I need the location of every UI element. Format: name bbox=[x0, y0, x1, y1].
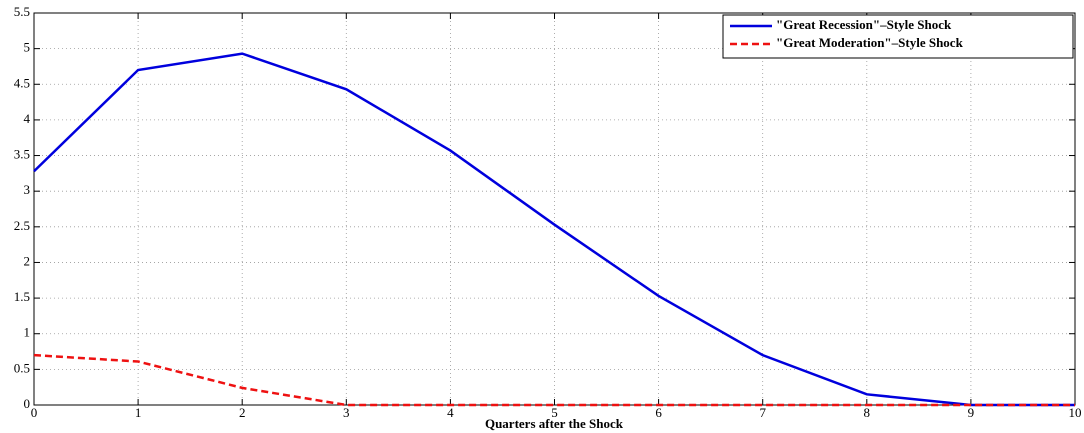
x-tick-label: 8 bbox=[864, 405, 871, 420]
y-tick-label: 0.5 bbox=[14, 360, 30, 375]
y-tick-label: 5 bbox=[24, 40, 31, 55]
x-tick-label: 0 bbox=[31, 405, 38, 420]
y-tick-label: 2.5 bbox=[14, 218, 30, 233]
x-tick-label: 7 bbox=[759, 405, 766, 420]
x-tick-label: 4 bbox=[447, 405, 454, 420]
x-tick-label: 5 bbox=[551, 405, 558, 420]
y-tick-label: 4 bbox=[24, 111, 31, 126]
series-line bbox=[33, 353, 1075, 407]
plot-frame bbox=[33, 12, 1076, 406]
legend-box bbox=[722, 14, 1074, 59]
legend-label: "Great Moderation"–Style Shock bbox=[776, 35, 964, 50]
x-tick-label: 6 bbox=[655, 405, 662, 420]
x-tick-label: 2 bbox=[239, 405, 246, 420]
y-tick-label: 2 bbox=[24, 253, 31, 268]
y-tick-label: 5.5 bbox=[14, 4, 30, 19]
legend-label: "Great Recession"–Style Shock bbox=[776, 17, 952, 32]
x-axis-label: Quarters after the Shock bbox=[485, 416, 624, 431]
x-tick-label: 9 bbox=[968, 405, 975, 420]
x-tick-label: 3 bbox=[343, 405, 350, 420]
y-tick-label: 1 bbox=[24, 325, 31, 340]
y-tick-label: 0 bbox=[24, 396, 31, 411]
y-tick-label: 4.5 bbox=[14, 75, 30, 90]
series-line bbox=[33, 52, 1075, 407]
y-tick-label: 3.5 bbox=[14, 147, 30, 162]
y-tick-label: 1.5 bbox=[14, 289, 30, 304]
x-tick-label: 1 bbox=[135, 405, 142, 420]
x-tick-label: 10 bbox=[1069, 405, 1082, 420]
y-tick-label: 3 bbox=[24, 182, 31, 197]
